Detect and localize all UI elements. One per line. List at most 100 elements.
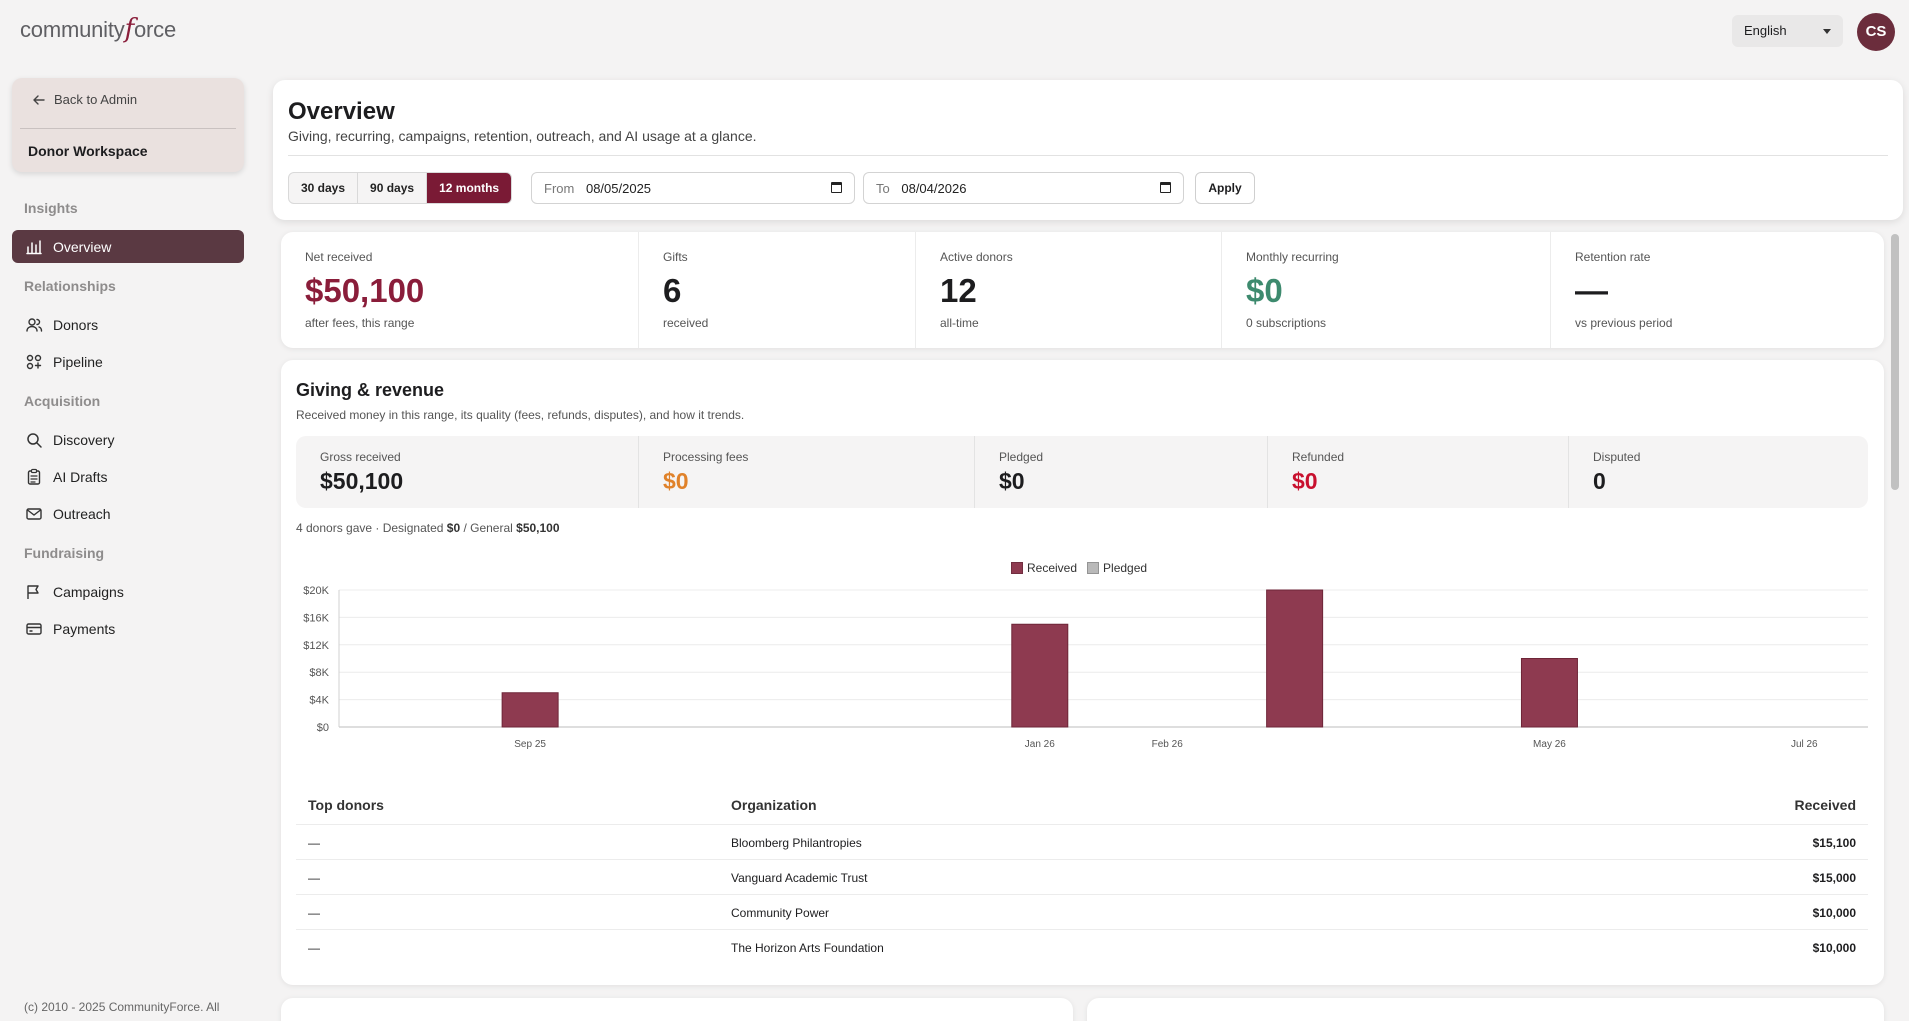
x-tick-label: May 26 [1533, 739, 1566, 750]
sidebar-item-overview[interactable]: Overview [12, 230, 244, 263]
column-header-organization[interactable]: Organization [731, 797, 817, 813]
kpi-label: Active donors [940, 250, 1013, 264]
back-to-admin-link[interactable]: Back to Admin [32, 92, 137, 107]
page-subtitle: Giving, recurring, campaigns, retention,… [288, 128, 757, 144]
table-row[interactable]: — Community Power $10,000 [296, 895, 1868, 930]
calendar-icon[interactable] [831, 182, 842, 193]
bottom-right-card [1087, 998, 1884, 1021]
user-avatar[interactable]: CS [1857, 13, 1895, 51]
bottom-left-card [281, 998, 1073, 1021]
range-30-days-button[interactable]: 30 days [289, 173, 359, 203]
sidebar-item-label: Outreach [53, 505, 111, 522]
y-tick-label: $0 [317, 722, 329, 734]
to-date-input[interactable]: To 08/04/2026 [863, 172, 1184, 204]
column-header-top-donors[interactable]: Top donors [308, 797, 384, 813]
kpi-net-received: Net received $50,100 after fees, this ra… [281, 232, 639, 348]
communityforce-logo[interactable]: communityforce [20, 14, 176, 44]
donor-name: — [308, 941, 320, 955]
stat-value: $50,100 [320, 468, 404, 494]
kpi-label: Net received [305, 250, 373, 264]
column-header-received[interactable]: Received [1794, 797, 1856, 813]
legend-swatch [1087, 562, 1100, 574]
legend-item-received[interactable]: Received [1011, 561, 1077, 575]
nav-section-insights: Insights [24, 200, 78, 216]
sidebar-item-donors[interactable]: Donors [12, 308, 244, 341]
legend-label: Pledged [1103, 561, 1148, 575]
y-tick-label: $20K [303, 585, 329, 597]
giving-bar-chart: $0 $4K $8K $12K $16K $20K Sep 25 Jan 26 Feb 26 Ma… [303, 585, 1868, 750]
received-amount: $10,000 [1812, 906, 1856, 920]
kpi-sub: received [663, 316, 709, 330]
kpi-value: 12 [940, 272, 977, 309]
kpi-gifts: Gifts 6 received [639, 232, 916, 348]
kpi-summary-card: Net received $50,100 after fees, this ra… [281, 232, 1884, 348]
x-tick-label: Sep 25 [514, 739, 546, 750]
page-scrollbar[interactable] [1891, 234, 1899, 490]
bar-chart-icon [26, 239, 42, 254]
x-tick-label: Jan 26 [1025, 739, 1055, 750]
stat-disputed: Disputed 0 [1569, 436, 1868, 508]
summary-prefix: 4 donors gave · Designated [296, 521, 447, 535]
language-value: English [1744, 23, 1787, 38]
sidebar-item-outreach[interactable]: Outreach [12, 497, 244, 530]
chart-legend: Received Pledged [1011, 561, 1147, 575]
range-selector: 30 days 90 days 12 months [288, 172, 513, 204]
stat-label: Disputed [1593, 450, 1641, 464]
table-row[interactable]: — Vanguard Academic Trust $15,000 [296, 860, 1868, 895]
sidebar-item-discovery[interactable]: Discovery [12, 423, 244, 456]
stat-label: Gross received [320, 450, 401, 464]
to-date-value: 08/04/2026 [901, 181, 967, 196]
stat-value: $0 [999, 468, 1025, 494]
copyright-text: (c) 2010 - 2025 CommunityForce. All [24, 1000, 220, 1014]
giving-stats-strip: Gross received $50,100 Processing fees $… [296, 436, 1868, 508]
y-tick-label: $4K [309, 695, 329, 707]
bar-received [1011, 623, 1069, 728]
stat-value: $0 [1292, 468, 1318, 494]
table-row[interactable]: — Bloomberg Philantropies $15,100 [296, 825, 1868, 860]
table-row[interactable]: — The Horizon Arts Foundation $10,000 [296, 930, 1868, 965]
stat-processing-fees: Processing fees $0 [639, 436, 975, 508]
from-label: From [544, 181, 575, 196]
from-date-input[interactable]: From 08/05/2025 [531, 172, 855, 204]
y-tick-label: $8K [309, 667, 329, 679]
kpi-sub: vs previous period [1575, 316, 1673, 330]
apply-button[interactable]: Apply [1195, 172, 1255, 204]
bar-received [1266, 589, 1324, 728]
stat-label: Pledged [999, 450, 1044, 464]
sidebar-item-pipeline[interactable]: Pipeline [12, 345, 244, 378]
stat-label: Processing fees [663, 450, 749, 464]
sidebar-item-ai-drafts[interactable]: AI Drafts [12, 460, 244, 493]
kpi-label: Retention rate [1575, 250, 1651, 264]
kpi-active-donors: Active donors 12 all-time [916, 232, 1222, 348]
kpi-sub: 0 subscriptions [1246, 316, 1327, 330]
arrow-left-icon [33, 94, 45, 105]
kpi-sub: all-time [940, 316, 979, 330]
divider [20, 128, 236, 129]
organization-name: Bloomberg Philantropies [731, 836, 862, 850]
donor-name: — [308, 906, 320, 920]
summary-mid: / General [460, 521, 517, 535]
kpi-retention-rate: Retention rate — vs previous period [1551, 232, 1884, 348]
sidebar-item-payments[interactable]: Payments [12, 612, 244, 645]
sidebar-item-campaigns[interactable]: Campaigns [12, 575, 244, 608]
legend-label: Received [1027, 561, 1078, 575]
stat-refunded: Refunded $0 [1268, 436, 1569, 508]
legend-item-pledged[interactable]: Pledged [1087, 561, 1147, 575]
stat-value: 0 [1593, 468, 1606, 494]
x-tick-label: Feb 26 [1152, 739, 1184, 750]
y-tick-label: $12K [303, 640, 329, 652]
top-donors-table: Top donors Organization Received — Bloom… [296, 787, 1868, 965]
mail-icon [26, 507, 42, 520]
language-select[interactable]: English [1732, 15, 1843, 47]
kpi-value: $50,100 [305, 272, 425, 309]
overview-header-card: Overview Giving, recurring, campaigns, r… [273, 80, 1903, 220]
bar-received [1520, 658, 1578, 728]
logo-text-f: f [124, 14, 135, 44]
received-amount: $15,100 [1812, 836, 1856, 850]
range-12-months-button[interactable]: 12 months [427, 173, 512, 203]
y-tick-label: $16K [303, 612, 329, 624]
sidebar-item-label: Donors [53, 316, 99, 333]
calendar-icon[interactable] [1160, 182, 1171, 193]
range-90-days-button[interactable]: 90 days [358, 173, 428, 203]
organization-name: Community Power [731, 906, 830, 920]
